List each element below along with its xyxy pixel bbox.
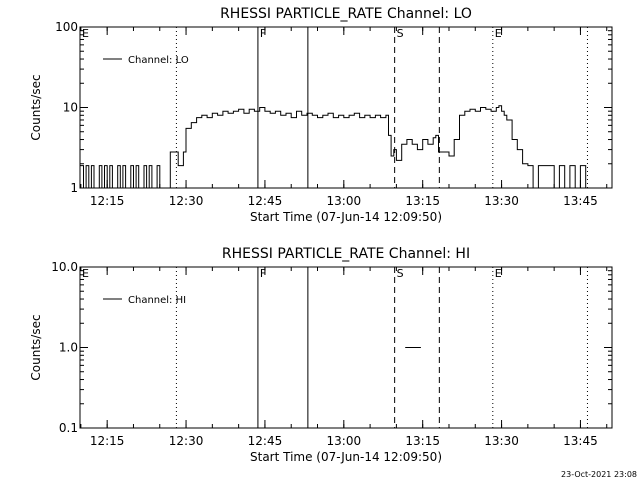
x-axis-label: Start Time (07-Jun-14 12:09:50) bbox=[250, 450, 442, 464]
y-tick-label: 10 bbox=[63, 101, 78, 115]
x-tick-label: 13:30 bbox=[484, 434, 519, 448]
x-tick-label: 12:30 bbox=[169, 194, 204, 208]
x-tick-label: 12:45 bbox=[248, 434, 283, 448]
x-tick-label: 12:30 bbox=[169, 434, 204, 448]
x-tick-label: 13:30 bbox=[484, 194, 519, 208]
y-axis-label: Counts/sec bbox=[29, 314, 43, 380]
chart-title: RHESSI PARTICLE_RATE Channel: LO bbox=[220, 6, 472, 22]
event-label: E bbox=[495, 27, 502, 40]
y-tick-label: 100 bbox=[55, 20, 78, 34]
event-label: S bbox=[397, 267, 404, 280]
x-tick-label: 13:15 bbox=[405, 194, 440, 208]
legend-label: Channel: HI bbox=[128, 295, 186, 306]
x-tick-label: 12:15 bbox=[90, 434, 125, 448]
x-tick-label: 12:45 bbox=[248, 194, 283, 208]
x-tick-label: 13:00 bbox=[327, 194, 362, 208]
timestamp-footer: 23-Oct-2021 23:08 bbox=[561, 470, 637, 479]
panel-hi: RHESSI PARTICLE_RATE Channel: HI 0.1 1.0 10… bbox=[29, 246, 613, 464]
series-line-0 bbox=[80, 105, 587, 189]
x-axis-label: Start Time (07-Jun-14 12:09:50) bbox=[250, 210, 442, 224]
plot-frame bbox=[79, 266, 613, 429]
x-tick-label: 13:00 bbox=[327, 434, 362, 448]
x-tick-label: 13:45 bbox=[563, 434, 598, 448]
plot-frame bbox=[79, 26, 613, 189]
event-label: F bbox=[260, 267, 266, 280]
event-label: E bbox=[82, 27, 89, 40]
y-axis-label: Counts/sec bbox=[29, 74, 43, 140]
y-tick-label: 0.1 bbox=[59, 421, 78, 435]
event-label: F bbox=[260, 27, 266, 40]
x-tick-label: 13:15 bbox=[405, 434, 440, 448]
y-tick-label: 10.0 bbox=[51, 260, 78, 274]
panel-lo: RHESSI PARTICLE_RATE Channel: LO 1 10 100 12… bbox=[29, 6, 613, 224]
event-label: E bbox=[82, 267, 89, 280]
y-tick-label: 1 bbox=[70, 181, 78, 195]
event-label: E bbox=[495, 267, 502, 280]
x-tick-label: 13:45 bbox=[563, 194, 598, 208]
legend-label: Channel: LO bbox=[128, 55, 189, 66]
x-tick-label: 12:15 bbox=[90, 194, 125, 208]
event-label: S bbox=[397, 27, 404, 40]
chart-title: RHESSI PARTICLE_RATE Channel: HI bbox=[222, 246, 470, 262]
y-tick-label: 1.0 bbox=[59, 341, 78, 355]
